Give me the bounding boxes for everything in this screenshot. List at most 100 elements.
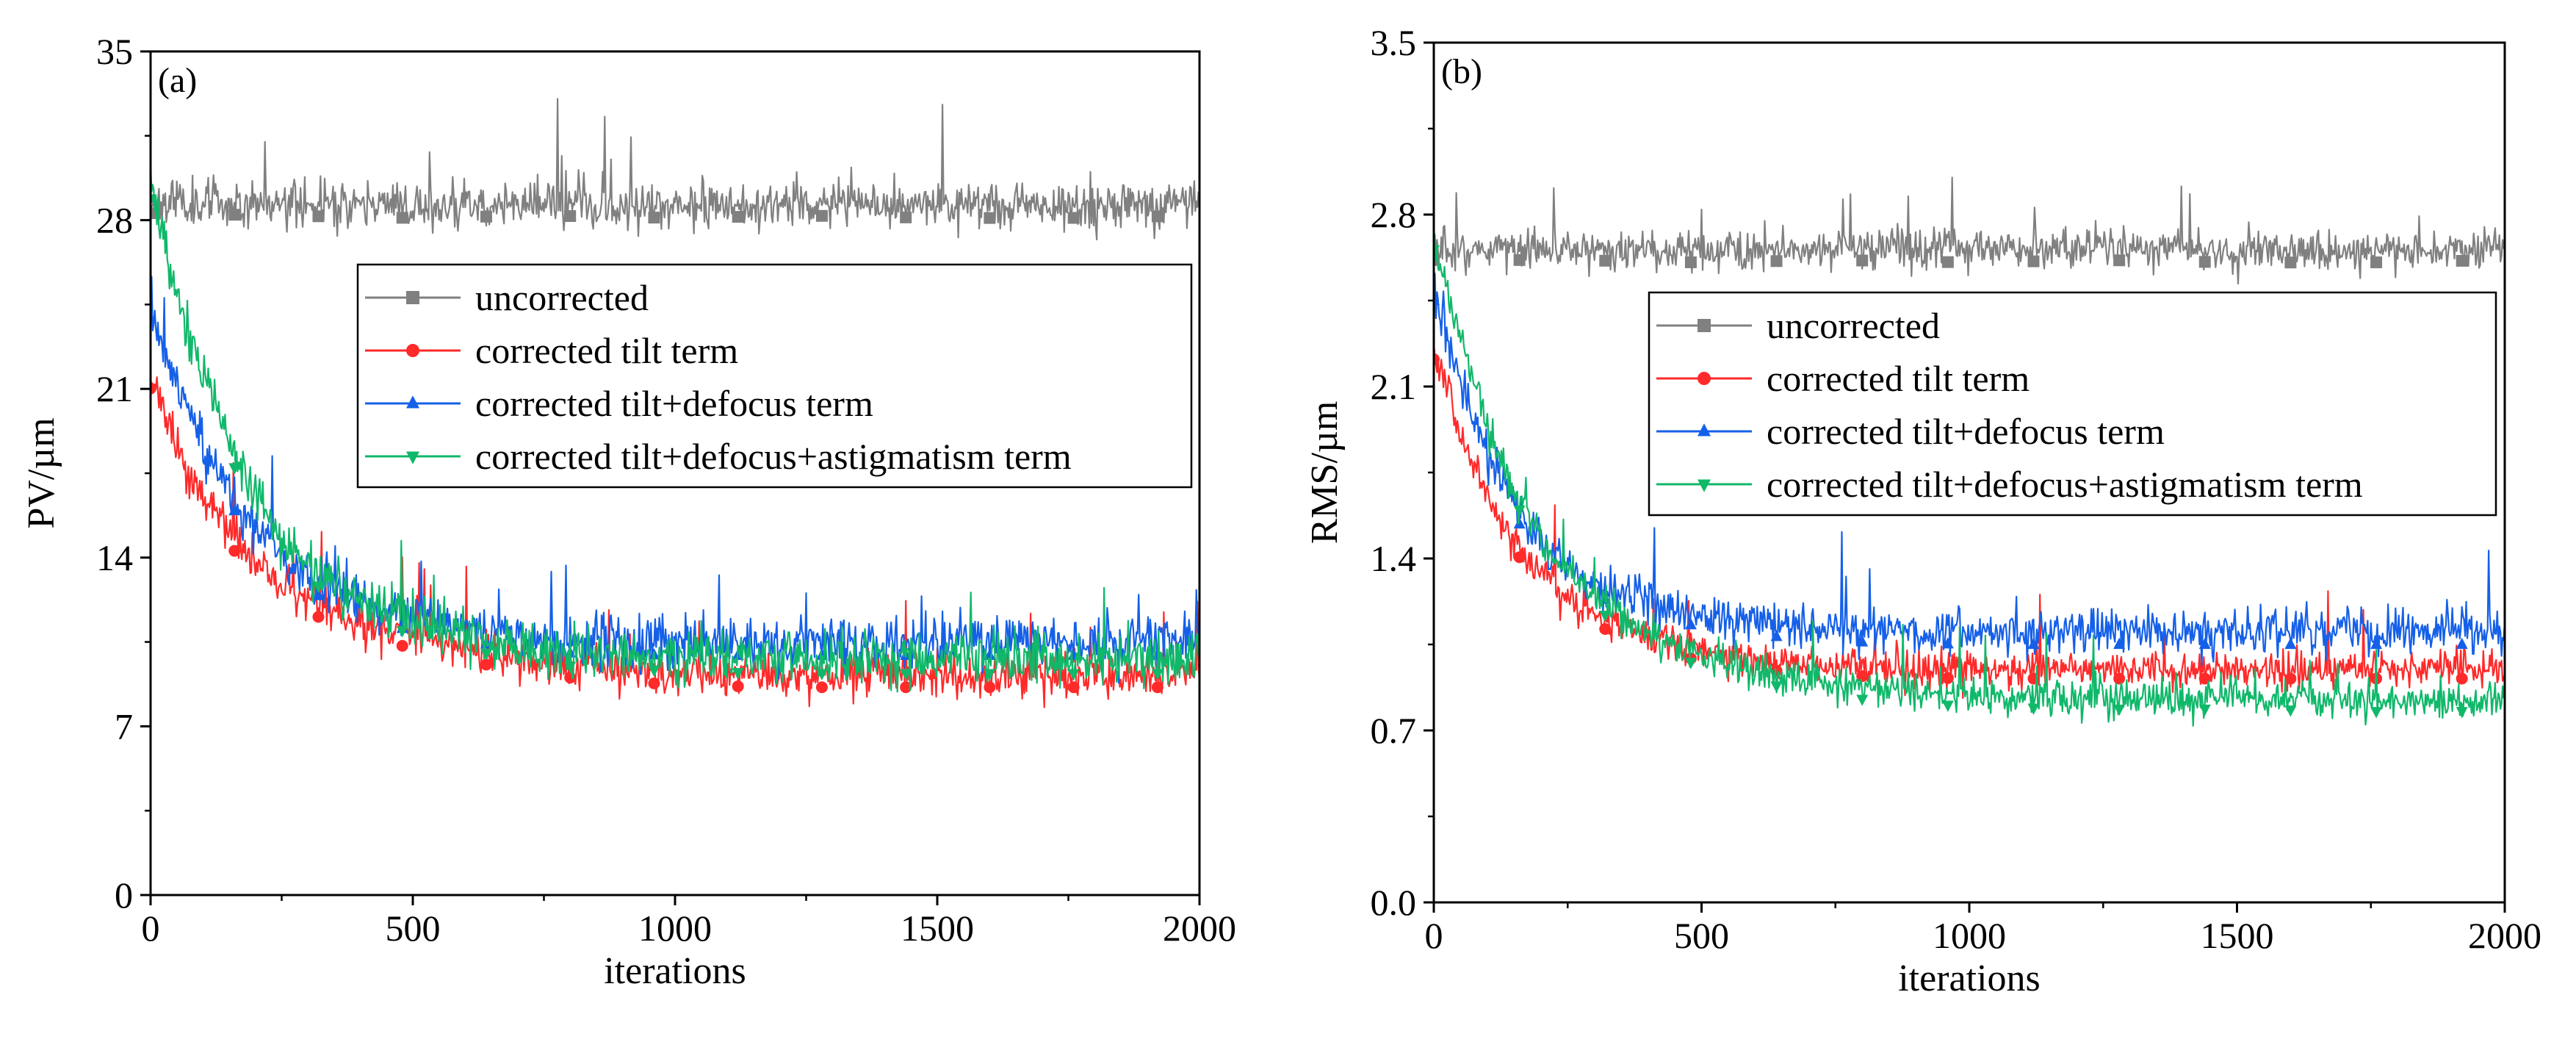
x-tick-label: 1500: [2201, 915, 2274, 956]
series-marker-2: [2027, 637, 2040, 650]
series-marker-0: [984, 212, 996, 224]
legend-marker-1: [1698, 372, 1711, 385]
legend-label-3: corrected tilt+defocus+astigmatism term: [1767, 464, 2363, 505]
series-line-0: [1434, 176, 2505, 285]
x-tick-label: 0: [142, 908, 160, 949]
series-marker-3: [1599, 611, 1612, 622]
y-tick-label: 0.7: [1371, 710, 1417, 751]
legend-label-0: uncorrected: [1767, 305, 1940, 346]
legend-label-3: corrected tilt+defocus+astigmatism term: [475, 436, 1072, 477]
y-tick-label: 7: [115, 705, 133, 747]
series-marker-3: [1856, 694, 1869, 706]
series-marker-0: [1770, 255, 1783, 267]
series-marker-3: [1434, 245, 1440, 257]
series-marker-0: [1856, 254, 1869, 267]
series-marker-3: [1770, 681, 1783, 693]
legend-label-0: uncorrected: [475, 277, 649, 318]
series-marker-0: [480, 210, 492, 223]
series-marker-1: [1151, 681, 1163, 694]
series-line-3: [1434, 231, 2505, 727]
x-tick-label: 500: [1674, 915, 1729, 956]
series-marker-1: [228, 545, 241, 557]
series-marker-0: [1067, 212, 1080, 224]
x-tick-label: 0: [1425, 915, 1443, 956]
series-marker-2: [1513, 517, 1526, 529]
series-marker-1: [312, 611, 325, 623]
series-marker-2: [2284, 637, 2297, 650]
series-marker-1: [396, 639, 408, 652]
x-tick-label: 500: [386, 908, 441, 949]
y-tick-label: 2.1: [1371, 366, 1417, 407]
legend-box: [356, 263, 1193, 489]
series-marker-3: [564, 661, 577, 673]
series-marker-2: [228, 503, 241, 516]
series-marker-2: [1434, 293, 1440, 306]
panel-label: (a): [158, 61, 197, 100]
legend-marker-2: [406, 395, 419, 409]
series-marker-1: [480, 658, 492, 671]
series-line-0: [151, 98, 1199, 241]
plot-area: [1434, 176, 2505, 727]
legend-marker-3: [406, 451, 419, 464]
series-marker-2: [984, 648, 996, 661]
series-marker-0: [2370, 256, 2383, 269]
series-marker-1: [815, 681, 828, 694]
series-marker-3: [1151, 669, 1163, 680]
legend: uncorrected corrected tilt term corrected …: [1648, 291, 2497, 517]
series-marker-0: [2284, 256, 2297, 269]
legend-marker-2: [1698, 423, 1711, 436]
series-marker-3: [900, 669, 912, 680]
series-marker-0: [1513, 254, 1526, 266]
series-marker-3: [732, 668, 744, 680]
series-marker-2: [1941, 637, 1954, 649]
plot-area: [151, 98, 1199, 708]
series-marker-0: [648, 212, 660, 224]
series-marker-1: [2113, 672, 2126, 685]
series-marker-3: [1684, 658, 1697, 669]
series-marker-0: [815, 209, 828, 222]
x-tick-label: 1000: [1933, 915, 2006, 956]
series-marker-1: [1067, 681, 1080, 694]
y-axis-title: RMS/µm: [1304, 401, 1346, 545]
legend-marker-1: [406, 344, 419, 357]
series-marker-1: [984, 681, 996, 694]
y-tick-label: 21: [96, 368, 133, 409]
series-marker-1: [564, 672, 577, 684]
legend-label-1: corrected tilt term: [1767, 358, 2030, 399]
series-marker-3: [984, 669, 996, 680]
series-marker-3: [2370, 707, 2383, 719]
series-marker-3: [480, 648, 492, 661]
series-marker-1: [2284, 672, 2297, 685]
series-marker-2: [2456, 637, 2468, 650]
series-marker-2: [312, 589, 325, 600]
legend-marker-3: [1698, 479, 1711, 492]
x-tick-label: 2000: [2468, 915, 2541, 956]
series-marker-2: [2113, 637, 2126, 650]
series-marker-1: [1599, 622, 1612, 635]
series-marker-1: [151, 382, 156, 395]
series-marker-2: [2370, 637, 2383, 650]
series-marker-3: [228, 463, 241, 475]
panel-label: (b): [1441, 52, 1482, 91]
series-marker-1: [732, 680, 744, 692]
series-marker-3: [1941, 700, 1954, 712]
series-marker-0: [228, 209, 241, 221]
series-marker-3: [648, 665, 660, 678]
y-tick-label: 35: [96, 31, 133, 72]
x-tick-label: 1000: [638, 908, 712, 949]
y-tick-label: 28: [96, 200, 133, 241]
series-marker-3: [151, 194, 156, 206]
legend: uncorrected corrected tilt term corrected …: [356, 263, 1193, 489]
series-marker-3: [815, 669, 828, 680]
series-line-2: [1434, 271, 2505, 666]
legend-marker-0: [406, 291, 419, 304]
y-tick-label: 0: [115, 874, 133, 916]
y-tick-label: 14: [96, 537, 133, 578]
x-tick-label: 1500: [901, 908, 974, 949]
y-tick-label: 2.8: [1371, 194, 1417, 235]
series-marker-0: [1151, 210, 1163, 223]
series-marker-3: [2284, 705, 2297, 717]
y-axis-title: PV/µm: [21, 417, 62, 528]
